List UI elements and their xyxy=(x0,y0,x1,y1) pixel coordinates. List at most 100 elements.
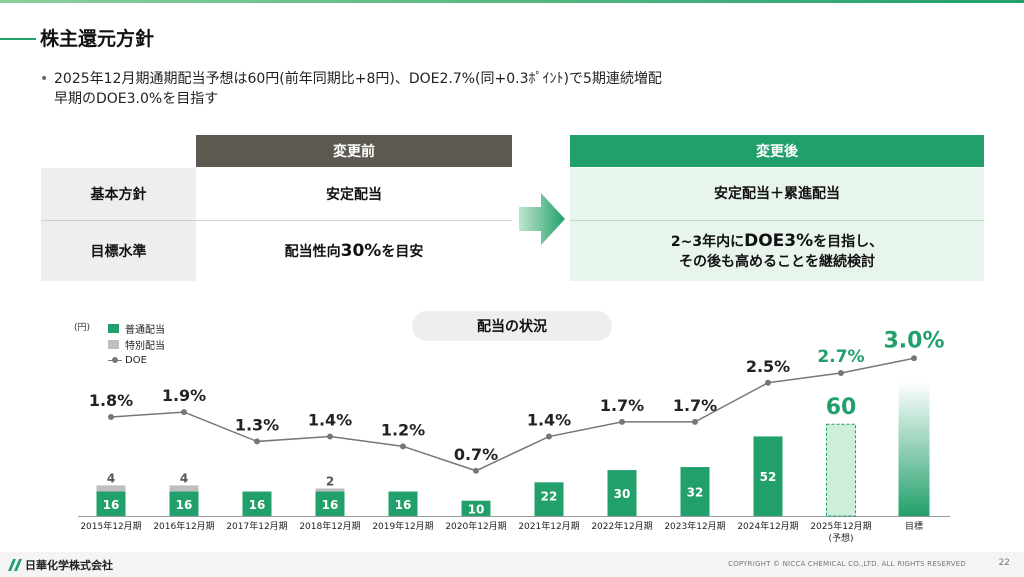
regular-bar xyxy=(242,491,272,516)
regular-bar-label: 22 xyxy=(541,489,558,503)
category-label: 2025年12月期 xyxy=(810,520,871,532)
bullet-point: • 2025年12月期通期配当予想は60円(前年同期比+8円)、DOE2.7%(… xyxy=(40,69,662,109)
after-target-line2: その後も高めることを継続検討 xyxy=(678,253,875,270)
doe-label: 2.7% xyxy=(817,347,864,367)
doe-point xyxy=(254,438,260,445)
category-label: 2015年12月期 xyxy=(80,520,141,532)
copyright: COPYRIGHT © NICCA CHEMICAL CO.,LTD. ALL … xyxy=(728,560,966,568)
forecast-bar xyxy=(826,423,856,517)
nicca-logo-icon xyxy=(8,559,22,571)
before-target-post: を目安 xyxy=(381,244,424,260)
doe-point xyxy=(181,409,187,416)
category-sublabel: (予想) xyxy=(828,532,853,544)
regular-bar xyxy=(388,491,418,516)
regular-bar-label: 52 xyxy=(760,470,777,484)
chart-unit: (円) xyxy=(74,323,91,333)
regular-bar xyxy=(534,482,564,516)
doe-label: 2.5% xyxy=(746,357,790,376)
company-logo: 日華化学株式会社 xyxy=(8,557,113,573)
doe-label: 1.2% xyxy=(381,420,425,439)
slide-title: 株主還元方針 xyxy=(40,28,155,50)
regular-bar xyxy=(607,470,637,516)
special-bar-label: 4 xyxy=(180,471,188,485)
category-label: 目標 xyxy=(905,520,923,532)
after-target-post: を目指し、 xyxy=(813,233,884,250)
doe-point xyxy=(765,379,771,386)
footer-bar xyxy=(0,552,1024,577)
chart-title: 配当の状況 xyxy=(412,311,612,341)
legend-swatch-special xyxy=(108,339,119,349)
legend-regular: 普通配当 xyxy=(108,320,165,336)
bullet-line-2: 早期のDOE3.0%を目指す xyxy=(54,91,219,107)
doe-point xyxy=(108,413,114,420)
after-policy: 安定配当＋累進配当 xyxy=(570,168,984,220)
forecast-bar-label: 60 xyxy=(826,395,857,420)
special-bar xyxy=(315,488,345,492)
doe-label: 1.7% xyxy=(673,396,717,415)
legend-doe: DOE xyxy=(108,352,165,368)
doe-point xyxy=(400,443,406,450)
regular-bar-label: 16 xyxy=(176,498,193,512)
regular-bar-label: 32 xyxy=(687,486,704,500)
regular-bar-label: 10 xyxy=(468,502,485,516)
regular-bar-label: 16 xyxy=(322,498,339,512)
before-policy: 安定配当 xyxy=(196,168,512,220)
doe-label: 3.0% xyxy=(883,328,944,353)
after-target-pre: 2~3年内に xyxy=(670,233,745,250)
regular-bar-label: 16 xyxy=(395,498,412,512)
page-number: 22 xyxy=(998,558,1010,568)
arrow-right-icon xyxy=(519,193,565,245)
row-divider-after xyxy=(570,220,984,221)
legend-label-doe: DOE xyxy=(125,354,147,366)
doe-label: 1.3% xyxy=(235,415,279,434)
regular-bar xyxy=(169,491,199,516)
bullet-line-1: 2025年12月期通期配当予想は60円(前年同期比+8円)、DOE2.7%(同+… xyxy=(54,71,662,87)
legend-special: 特別配当 xyxy=(108,336,165,352)
category-label: 2022年12月期 xyxy=(591,520,652,532)
after-target: 2~3年内にDOE3%を目指し、 その後も高めることを継続検討 xyxy=(570,221,984,281)
regular-bar xyxy=(753,436,783,516)
regular-bar-label: 16 xyxy=(103,498,120,512)
chart-legend: 普通配当 特別配当 DOE xyxy=(108,320,165,368)
doe-point xyxy=(473,467,479,474)
before-header: 変更前 xyxy=(196,135,512,167)
doe-point xyxy=(327,433,333,440)
regular-bar xyxy=(96,491,126,516)
doe-point xyxy=(692,418,698,425)
special-bar-label: 4 xyxy=(107,471,115,485)
category-label: 2023年12月期 xyxy=(664,520,725,532)
target-bar xyxy=(898,382,930,516)
doe-point xyxy=(546,433,552,440)
regular-bar xyxy=(461,500,491,516)
doe-label: 0.7% xyxy=(454,445,498,464)
legend-label-regular: 普通配当 xyxy=(125,324,165,336)
before-target-pre: 配当性向 xyxy=(284,244,341,260)
doe-label: 1.4% xyxy=(308,411,352,430)
legend-line-doe xyxy=(108,356,122,364)
before-target-value: 30% xyxy=(340,241,382,261)
category-label: 2024年12月期 xyxy=(737,520,798,532)
doe-label: 1.8% xyxy=(89,391,133,410)
doe-label: 1.9% xyxy=(162,386,206,405)
row-label-policy: 基本方針 xyxy=(41,168,196,220)
special-bar xyxy=(96,485,126,492)
regular-bar xyxy=(680,467,710,516)
row-divider-before xyxy=(41,220,512,221)
legend-label-special: 特別配当 xyxy=(125,340,165,352)
title-accent-line xyxy=(0,38,36,40)
row-label-target: 目標水準 xyxy=(41,221,196,281)
top-accent-bar xyxy=(0,0,1024,3)
doe-point xyxy=(619,418,625,425)
special-bar-label: 2 xyxy=(326,474,334,488)
company-name: 日華化学株式会社 xyxy=(25,559,113,572)
bullet-mark: • xyxy=(40,71,49,87)
doe-point xyxy=(838,369,844,376)
legend-swatch-regular xyxy=(108,323,119,333)
regular-bar xyxy=(315,491,345,516)
doe-line xyxy=(110,357,915,472)
before-target: 配当性向 30% を目安 xyxy=(196,221,512,281)
doe-point xyxy=(911,355,917,362)
after-header: 変更後 xyxy=(570,135,984,167)
after-target-value: DOE3% xyxy=(744,230,814,251)
